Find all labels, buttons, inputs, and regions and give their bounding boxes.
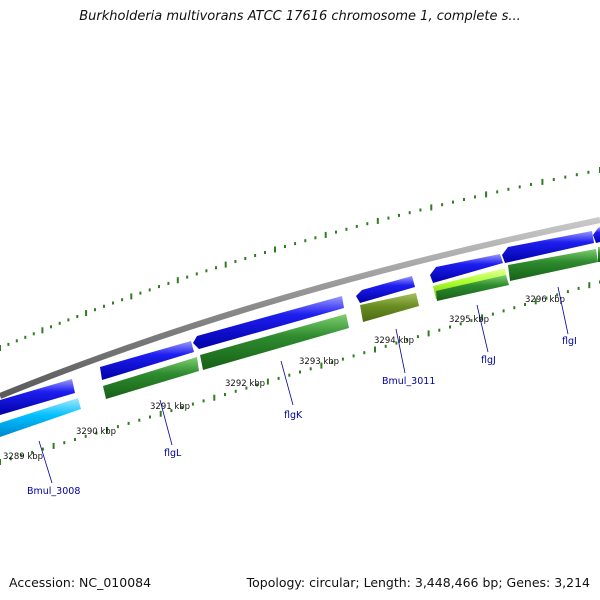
cds-reverse-bmul-3008[interactable] xyxy=(0,398,81,437)
leader-line xyxy=(38,440,53,484)
leader-line xyxy=(476,304,489,353)
scale-label: 3289 kbp xyxy=(3,452,43,462)
leader-line xyxy=(159,399,173,446)
cds-forward-flgj[interactable] xyxy=(430,254,503,283)
scale-label: 3295 kbp xyxy=(449,315,489,325)
scale-labels: 3289 kbp 3290 kbp 3291 kbp 3292 kbp 3293… xyxy=(3,295,565,462)
cds-reverse-flgl[interactable] xyxy=(103,357,199,399)
gene-leader-lines xyxy=(38,286,569,484)
accession-text: Accession: NC_010084 xyxy=(9,575,152,590)
forward-strand-features xyxy=(0,227,600,415)
cds-reverse-flgk[interactable] xyxy=(200,314,349,370)
gene-labels: Bmul_3008 flgL flgK Bmul_3011 flgJ flgI xyxy=(27,336,577,497)
genome-summary-text: Topology: circular; Length: 3,448,466 bp… xyxy=(246,575,590,590)
outer-scale-ticks xyxy=(0,167,600,351)
scale-label: 3293 kbp xyxy=(299,357,339,367)
gene-label-bmul-3008[interactable]: Bmul_3008 xyxy=(27,486,80,497)
gene-label-flgk[interactable]: flgK xyxy=(284,410,303,421)
cds-forward-flgk[interactable] xyxy=(193,296,344,349)
cds-reverse-bmul-3011[interactable] xyxy=(360,293,419,322)
map-title: Burkholderia multivorans ATCC 17616 chro… xyxy=(79,9,521,24)
cds-reverse-flgi-b[interactable] xyxy=(508,249,598,281)
cds-forward-flgl[interactable] xyxy=(100,341,194,380)
gene-label-flgl[interactable]: flgL xyxy=(164,448,182,459)
leader-line xyxy=(557,286,569,335)
cds-forward-edge[interactable] xyxy=(593,227,600,243)
leader-line xyxy=(280,360,294,406)
scale-label: 3296 kbp xyxy=(525,295,565,305)
gene-label-flgj[interactable]: flgJ xyxy=(481,355,496,366)
scale-label: 3290 kbp xyxy=(76,427,116,437)
scale-label: 3294 kbp xyxy=(374,336,414,346)
gene-label-flgi[interactable]: flgI xyxy=(562,336,577,347)
leader-line xyxy=(395,328,406,374)
scale-label: 3292 kbp xyxy=(225,379,265,389)
inner-scale-ticks xyxy=(0,280,600,465)
reverse-strand-features xyxy=(0,247,600,437)
cds-forward-bmul-3008[interactable] xyxy=(0,379,75,415)
scale-label: 3291 kbp xyxy=(150,402,190,412)
cds-reverse-flgi[interactable] xyxy=(436,275,509,301)
gene-label-bmul-3011[interactable]: Bmul_3011 xyxy=(382,376,435,387)
cds-forward-bmul-3011[interactable] xyxy=(356,276,415,303)
chromosome-backbone xyxy=(0,217,600,399)
cds-forward-flgi[interactable] xyxy=(502,231,594,263)
